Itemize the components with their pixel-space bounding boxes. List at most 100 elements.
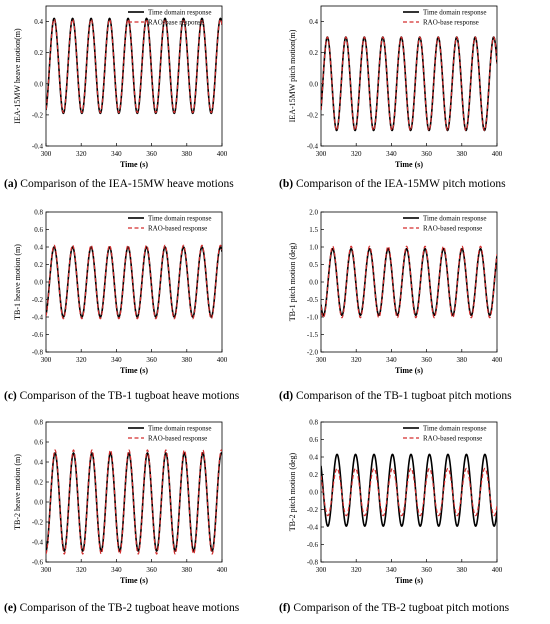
series-line-rao	[46, 244, 222, 320]
y-tick-label: -0.4	[32, 143, 44, 151]
caption-f: (f) Comparison of the TB-2 tugboat pitch…	[279, 602, 547, 614]
caption-f-text: Comparison of the TB-2 tugboat pitch mot…	[293, 602, 510, 614]
legend-label: RAO-base response	[423, 19, 479, 27]
legend-label: Time domain response	[423, 215, 487, 223]
x-tick-label: 400	[217, 150, 228, 158]
x-tick-label: 300	[316, 356, 327, 364]
caption-e-text: Comparison of the TB-2 tugboat heave mot…	[19, 602, 240, 614]
x-tick-label: 300	[41, 150, 52, 158]
caption-d-label: (d)	[279, 390, 294, 402]
x-axis-label: Time (s)	[120, 366, 148, 375]
x-tick-label: 320	[351, 566, 362, 574]
caption-d-text: Comparison of the TB-1 tugboat pitch mot…	[295, 390, 512, 402]
legend-label: Time domain response	[148, 215, 212, 223]
x-tick-label: 380	[457, 356, 468, 364]
x-axis-label: Time (s)	[120, 160, 148, 169]
x-tick-label: 320	[76, 356, 87, 364]
y-tick-label: -0.4	[32, 314, 44, 322]
x-tick-label: 300	[41, 566, 52, 574]
y-tick-label: -0.2	[32, 296, 44, 304]
y-tick-label: -0.5	[307, 296, 319, 304]
y-axis-label: TB-2 pitch motion (deg)	[288, 452, 297, 531]
y-tick-label: 0.0	[309, 80, 318, 88]
x-tick-label: 360	[146, 356, 157, 364]
y-tick-label: 0.8	[309, 419, 318, 427]
x-axis-label: Time (s)	[120, 576, 148, 585]
y-tick-label: 0.6	[309, 436, 318, 444]
y-tick-label: -1.5	[307, 331, 319, 339]
y-tick-label: -0.6	[32, 331, 44, 339]
x-tick-label: 400	[492, 356, 503, 364]
y-tick-label: -0.4	[307, 524, 319, 532]
y-tick-label: -0.6	[307, 541, 319, 549]
panel-b: 300 320 340 360 380 400 -0.4 -0.2 0.0 0.2 0.4 Time …	[275, 0, 550, 208]
caption-f-label: (f)	[279, 602, 291, 614]
x-tick-label: 380	[182, 150, 193, 158]
chart-b: 300 320 340 360 380 400 -0.4 -0.2 0.0 0.2 0.4 Time …	[288, 5, 503, 169]
y-tick-label: -0.2	[32, 519, 44, 527]
chart-d: 300 320 340 360 380 400 -2.0 -1.5 -1.0 -0.5 0.0 0.5…	[288, 209, 503, 376]
x-tick-label: 300	[316, 566, 327, 574]
x-tick-label: 360	[421, 356, 432, 364]
caption-c-label: (c)	[4, 390, 17, 402]
y-tick-label: 1.0	[309, 244, 318, 252]
y-tick-label: 0.8	[34, 419, 43, 427]
x-axis-label: Time (s)	[395, 576, 423, 585]
panel-a: 300 320 340 360 380 400 -0.4 -0.2 0.0 0.2 0.4 Time …	[0, 0, 275, 208]
plot-frame-c	[45, 211, 223, 353]
y-tick-label: 0.6	[34, 439, 43, 447]
chart-e: 300 320 340 360 380 400 -0.6 -0.4 -0.2 0.0 0.2 0.4 0…	[13, 419, 228, 586]
series-line-rao	[321, 36, 497, 132]
x-tick-label: 380	[182, 566, 193, 574]
y-tick-label: -0.8	[32, 349, 44, 357]
x-tick-label: 340	[386, 356, 397, 364]
legend-label: RAO-based response	[148, 435, 207, 443]
y-tick-label: 0.8	[34, 209, 43, 217]
y-tick-label: 0.2	[309, 471, 318, 479]
caption-e-label: (e)	[4, 602, 17, 614]
legend-label: Time domain response	[423, 9, 487, 17]
x-tick-label: 360	[421, 566, 432, 574]
x-tick-label: 300	[316, 150, 327, 158]
caption-c: (c) Comparison of the TB-1 tugboat heave…	[4, 390, 272, 402]
y-tick-label: -2.0	[307, 349, 319, 357]
caption-a: (a) Comparison of the IEA-15MW heave mot…	[4, 178, 272, 190]
y-tick-label: 0.0	[34, 80, 43, 88]
x-tick-label: 380	[457, 566, 468, 574]
caption-a-text: Comparison of the IEA-15MW heave motions	[20, 178, 234, 190]
x-tick-label: 400	[217, 356, 228, 364]
y-tick-label: 1.5	[309, 226, 318, 234]
caption-d: (d) Comparison of the TB-1 tugboat pitch…	[279, 390, 547, 402]
legend-label: RAO-based response	[423, 435, 482, 443]
panel-e: 300 320 340 360 380 400 -0.6 -0.4 -0.2 0.0 0.2 0.4 0…	[0, 416, 275, 624]
y-tick-label: 0.4	[34, 459, 43, 467]
caption-a-label: (a)	[4, 178, 18, 190]
y-tick-label: 0.4	[34, 18, 43, 26]
plot-frame-e	[45, 421, 223, 563]
legend-label: Time domain response	[148, 9, 212, 17]
y-tick-label: -0.2	[32, 111, 44, 119]
x-tick-label: 320	[76, 150, 87, 158]
y-tick-label: 0.4	[34, 244, 43, 252]
y-tick-label: 0.4	[309, 18, 318, 26]
legend-label: Time domain response	[423, 425, 487, 433]
y-tick-label: -0.6	[32, 559, 44, 567]
panel-d: 300 320 340 360 380 400 -2.0 -1.5 -1.0 -0.5 0.0 0.5…	[275, 206, 550, 414]
x-tick-label: 360	[146, 150, 157, 158]
caption-e: (e) Comparison of the TB-2 tugboat heave…	[4, 602, 272, 614]
legend-label: RAO-based response	[148, 225, 207, 233]
y-axis-label: IEA-15MW heave motion(m)	[13, 28, 22, 124]
y-tick-label: 0.5	[309, 261, 318, 269]
y-tick-label: 2.0	[309, 209, 318, 217]
x-tick-label: 320	[351, 356, 362, 364]
y-tick-label: 0.2	[34, 49, 43, 57]
x-tick-label: 380	[182, 356, 193, 364]
y-axis-label: TB-1 pitch motion (deg)	[288, 242, 297, 321]
y-tick-label: 0.4	[309, 454, 318, 462]
chart-f: 300 320 340 360 380 400 -0.8 -0.6 -0.4 -0.2 0.0 0.2…	[288, 419, 503, 586]
y-tick-label: -1.0	[307, 314, 319, 322]
x-axis-label: Time (s)	[395, 366, 423, 375]
y-tick-label: -0.4	[307, 143, 319, 151]
x-axis-label: Time (s)	[395, 160, 423, 169]
y-axis-label: TB-1 heave motion (m)	[13, 244, 22, 320]
